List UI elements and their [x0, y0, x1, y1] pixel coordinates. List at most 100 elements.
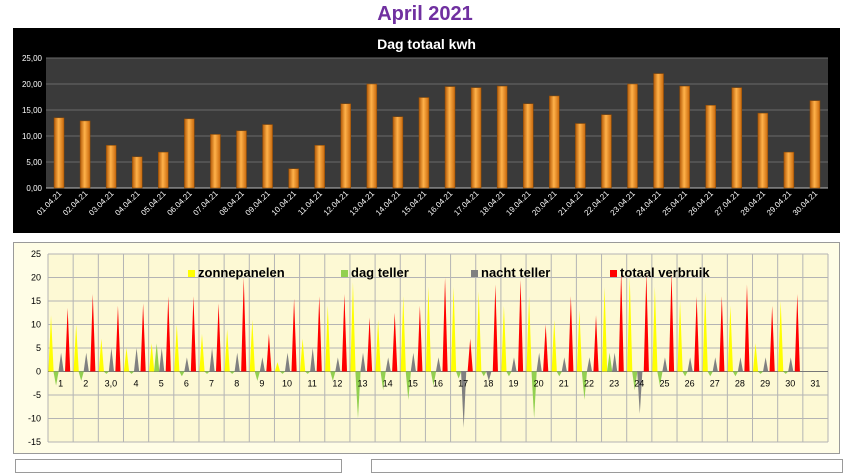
daily-total-chart: Dag totaal kwh 0,00 5,00 10,00 15,00 20,00 25,… [13, 28, 840, 233]
chart1-bar [809, 100, 821, 189]
chart2-spike [461, 371, 467, 428]
chart2-x-tick-label: 30 [785, 379, 795, 389]
chart1-bar [627, 83, 638, 189]
chart2-x-tick-label: 25 [659, 379, 669, 389]
chart2-spike [325, 305, 331, 372]
chart2-spike [601, 286, 608, 372]
chart2-spike [204, 371, 210, 374]
chart2-spike [435, 357, 442, 372]
chart2-spike [593, 315, 599, 372]
chart1-y-tick-label: 20,00 [22, 80, 43, 89]
chart2-spike [53, 371, 59, 386]
chart2-x-tick-label: 13 [358, 379, 368, 389]
chart2-spike [568, 296, 574, 372]
chart1-bar [79, 120, 91, 189]
chart2-y-tick-label: 15 [31, 296, 41, 306]
chart2-spike [133, 348, 140, 372]
chart2-spike [254, 371, 260, 381]
chart2-spike [335, 357, 341, 372]
chart2-legend-label: nacht teller [481, 265, 550, 280]
chart1-bar [131, 156, 143, 189]
chart2-spike [355, 371, 361, 419]
chart2-spike [561, 357, 567, 372]
chart2-spike [350, 282, 356, 372]
chart2-x-tick-label: 12 [332, 379, 342, 389]
chart2-spike [526, 296, 532, 372]
chart1-y-tick-label: 25,00 [22, 54, 43, 63]
chart2-spike [400, 296, 406, 372]
chart1-bar [314, 145, 325, 189]
chart2-spike [103, 371, 109, 374]
chart2-legend-label: zonnepanelen [198, 265, 285, 280]
chart2-spike [115, 305, 121, 372]
chart2-legend-label: totaal verbruik [620, 265, 710, 280]
chart2-spike [179, 371, 185, 377]
chart2-spike [249, 319, 255, 372]
lower-left-panel [15, 459, 342, 473]
chart2-spike [783, 371, 789, 374]
chart2-spike [682, 371, 688, 377]
chart2-spike [241, 277, 247, 372]
chart1-bar [105, 145, 117, 189]
chart1-y-tick-label: 15,00 [22, 106, 43, 115]
chart2-x-tick-label: 6 [184, 379, 189, 389]
chart2-legend-swatch [341, 270, 348, 277]
chart2-spike [744, 284, 750, 372]
chart2-spike [310, 348, 316, 372]
chart2-spike [366, 317, 373, 372]
chart1-bar [757, 112, 769, 189]
chart2-spike [174, 324, 180, 372]
chart1-bar [158, 151, 169, 189]
chart2-x-tick-label: 18 [483, 379, 493, 389]
chart2-spike [274, 362, 281, 372]
chart2-spike [279, 371, 286, 374]
lower-right-panel [371, 459, 843, 473]
chart2-spike [300, 338, 306, 372]
chart2-spike [612, 352, 618, 372]
chart2-spike [677, 301, 683, 372]
chart2-x-tick-label: 9 [259, 379, 264, 389]
chart2-spike [375, 319, 381, 372]
chart2-legend-swatch [471, 270, 478, 277]
chart2-spike [190, 296, 197, 372]
chart1-bar [392, 116, 404, 189]
chart2-spike [506, 371, 512, 377]
chart2-spike [425, 286, 432, 372]
chart2-spike [330, 371, 336, 381]
chart2-spike [737, 357, 744, 372]
chart2-x-tick-label: 17 [458, 379, 468, 389]
chart2-spike [405, 371, 411, 400]
chart2-spike [83, 352, 89, 372]
chart2-spike [316, 296, 322, 372]
chart1-bar [418, 97, 430, 189]
chart2-spike [702, 291, 708, 372]
chart1-bar [184, 118, 195, 189]
chart1-bar [236, 130, 247, 189]
chart2-spike [123, 348, 130, 372]
chart2-spike [607, 352, 613, 372]
chart2-spike [385, 357, 391, 372]
chart2-spike [65, 308, 71, 372]
chart1-y-tick-label: 10,00 [22, 132, 43, 141]
chart1-bar [731, 87, 743, 189]
chart2-spike [159, 348, 165, 372]
chart2-spike [556, 371, 562, 377]
chart2-spike [48, 315, 54, 372]
chart1-title: Dag totaal kwh [377, 36, 476, 52]
chart2-spike [417, 305, 423, 372]
chart2-spike [380, 371, 386, 391]
chart2-legend-label: dag teller [351, 265, 409, 280]
chart2-spike [517, 279, 524, 372]
chart2-spike [140, 303, 146, 372]
chart2-spike [627, 277, 633, 372]
chart1-bar [496, 85, 508, 189]
chart2-spike [341, 293, 347, 372]
chart2-spike [551, 319, 557, 372]
chart1-bar [549, 95, 560, 189]
chart2-spike [687, 357, 693, 372]
chart1-bar [783, 151, 795, 189]
chart2-spike [209, 348, 215, 372]
chart2-spike [305, 371, 311, 374]
chart2-x-tick-label: 26 [685, 379, 695, 389]
chart2-spike [788, 357, 794, 372]
